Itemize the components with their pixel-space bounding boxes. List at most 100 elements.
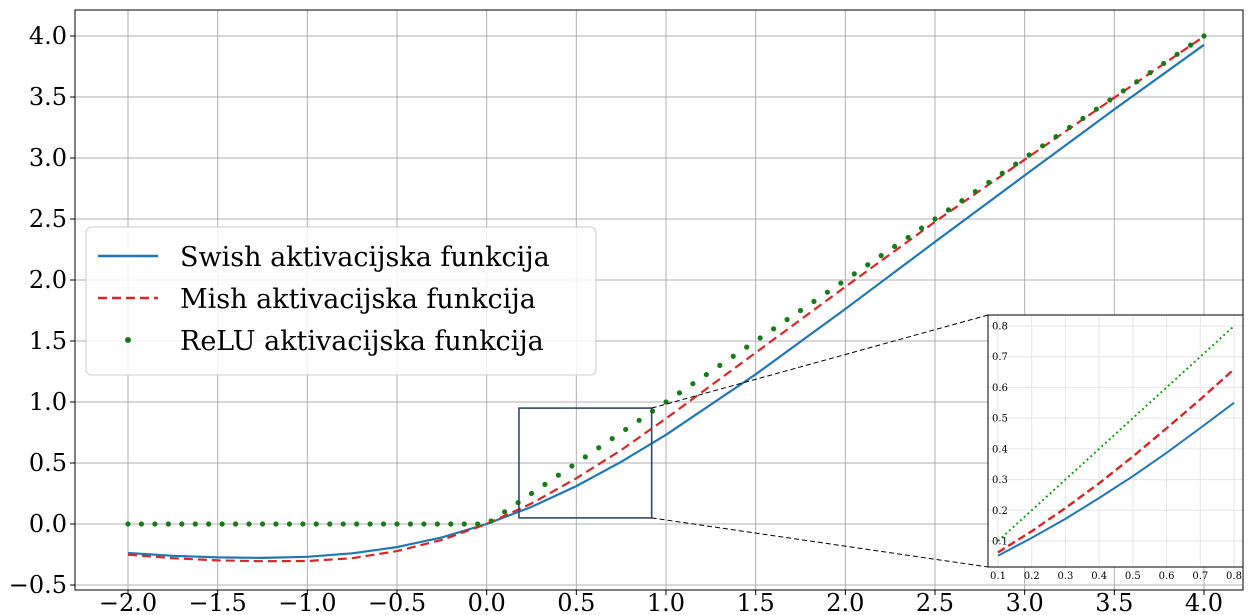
relu-data-point [448,521,454,527]
inset-x-tick-label: 0.7 [1192,571,1208,582]
relu-data-point [165,521,171,527]
relu-data-point [125,521,131,527]
x-tick-label: 4.0 [1185,589,1223,615]
relu-data-point [771,326,777,332]
x-tick-label: −1.5 [189,589,247,615]
relu-data-point [932,216,938,222]
relu-data-point [502,509,508,515]
relu-data-point [138,521,145,527]
relu-data-point [1080,115,1086,121]
inset-y-tick-label: 0.6 [992,383,1008,394]
x-tick-label: 0.5 [557,589,595,615]
relu-data-point [838,280,844,286]
relu-data-point [555,472,562,478]
relu-data-point [959,198,965,204]
relu-data-point [918,225,925,231]
y-tick-label: 3.0 [29,144,67,172]
legend-box [85,226,597,376]
relu-data-point [1026,152,1032,158]
x-tick-label: 1.0 [647,589,685,615]
main-series-layer [125,33,1207,563]
relu-data-point [515,500,521,506]
relu-data-point [1093,106,1099,112]
relu-data-point [892,243,898,250]
relu-data-point [676,390,683,396]
x-axis-ticks: −2.0 −1.5 −1.0 −0.5 0.0 0.5 1.0 1.5 2.0 2.5 3.0 3.5… [99,589,1223,615]
y-tick-label: 2.5 [29,205,67,233]
relu-data-point [972,188,978,195]
relu-data-point [649,408,656,414]
relu-data-point [1187,42,1194,48]
relu-data-point [1134,79,1140,85]
relu-data-point [986,179,992,185]
relu-data-point [313,521,319,527]
relu-data-point [340,521,346,527]
relu-data-point [824,289,831,295]
relu-data-point [488,518,494,524]
relu-data-point [380,521,387,527]
relu-data-point [273,521,279,527]
relu-data-point [905,234,911,240]
relu-data-point [811,298,817,304]
relu-data-point [1120,88,1126,94]
relu-data-point [434,521,440,527]
x-tick-label: 1.5 [737,589,775,615]
y-tick-label: 1.0 [29,388,67,416]
x-tick-label: −0.5 [368,589,426,615]
relu-data-point [690,381,696,387]
relu-data-point [394,521,400,527]
inset-x-tick-label: 0.1 [990,571,1006,582]
relu-data-point [797,307,804,314]
main-grid [75,10,1243,590]
x-tick-label: −2.0 [99,589,157,615]
relu-data-point [1066,124,1073,131]
inset-y-tick-label: 0.2 [992,506,1008,517]
zoom-connector-line [651,517,989,568]
relu-data-point [636,417,642,423]
inset-relu-line [997,325,1235,542]
inset-y-tick-label: 0.7 [992,352,1008,363]
relu-data-point [569,463,575,469]
relu-data-point [233,521,239,527]
relu-data-point [152,521,158,527]
legend-mish-label: Mish aktivacijska funkcija [180,284,536,315]
y-tick-label: 2.0 [29,266,67,294]
relu-data-point [286,521,292,527]
y-tick-label: 0.5 [29,449,67,477]
y-tick-label: −0.5 [9,571,67,599]
relu-data-point [421,521,427,527]
relu-data-point [609,436,615,442]
zoom-indicator [518,314,989,568]
inset-y-tick-label: 0.4 [992,444,1008,455]
relu-data-point [623,426,629,433]
x-tick-label: 2.0 [826,589,864,615]
relu-data-point [206,521,212,527]
inset-axes: 0.1 0.2 0.3 0.4 0.5 0.6 0.7 0.8 0.1 0.2 0.3 0.4 0.5 0… [987,314,1244,582]
y-tick-label: 0.0 [29,510,67,538]
relu-data-point [354,521,360,527]
relu-data-point [1053,134,1059,140]
legend-relu-marker [125,337,131,343]
relu-data-point [542,481,548,487]
inset-frame [987,314,1244,568]
relu-data-point [179,521,185,527]
relu-data-point [582,454,588,460]
relu-data-point [246,521,252,527]
relu-data-point [407,521,414,527]
inset-swish-line [997,401,1235,557]
relu-data-point [1107,97,1113,103]
x-tick-label: 0.0 [468,589,506,615]
y-tick-label: 1.5 [29,327,67,355]
inset-y-tick-label: 0.1 [992,537,1008,548]
zoom-region-box [518,407,653,519]
inset-y-tick-label: 0.3 [992,475,1008,486]
relu-data-point [475,521,481,527]
y-tick-label: 3.5 [29,83,67,111]
relu-data-point [367,521,373,527]
relu-data-point [703,371,709,378]
relu-data-point [744,344,750,350]
inset-x-tick-label: 0.8 [1226,571,1242,582]
relu-data-point [730,353,736,359]
relu-data-point [999,170,1005,176]
y-axis-ticks: −0.5 0.0 0.5 1.0 1.5 2.0 2.5 3.0 3.5 4.0 [9,22,75,599]
